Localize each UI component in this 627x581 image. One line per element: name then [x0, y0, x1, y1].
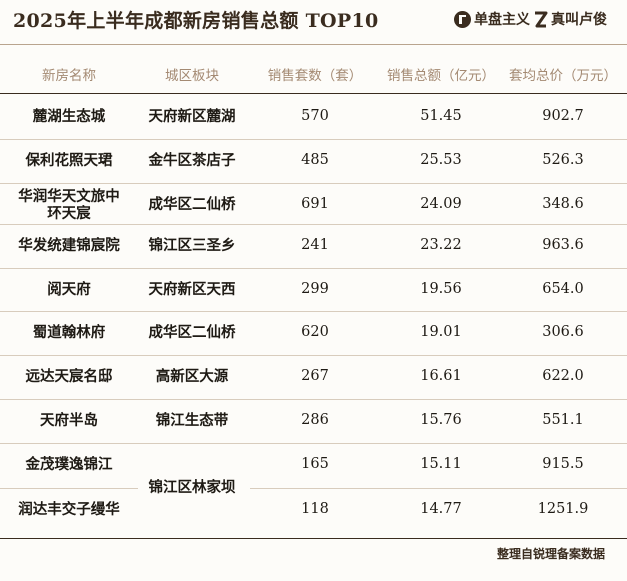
brand-name: 单盘主义 [474, 12, 530, 28]
units-sold: 485 [301, 152, 329, 169]
total-sales: 51.45 [420, 108, 462, 125]
column-header-avg-price: 套均总价（万元） [509, 68, 617, 84]
units-sold: 241 [301, 237, 329, 254]
district: 高新区大源 [155, 368, 229, 386]
brand-zhenjiao: 真叫卢俊 [533, 9, 607, 29]
divider [0, 355, 627, 356]
district: 天府新区天西 [148, 281, 236, 299]
avg-price: 915.5 [542, 456, 584, 473]
divider [0, 224, 627, 225]
column-header-units: 销售套数（套） [267, 68, 363, 84]
divider [0, 399, 627, 400]
units-sold: 570 [301, 108, 329, 125]
divider [0, 443, 627, 444]
units-sold: 165 [301, 456, 329, 473]
divider [0, 44, 627, 45]
table-row: 润达丰交子缦华 118 14.77 1251.9 [0, 488, 627, 532]
total-sales: 23.22 [420, 237, 462, 254]
avg-price: 902.7 [542, 108, 584, 125]
table-row: 阅天府 天府新区天西 299 19.56 654.0 [0, 268, 627, 312]
project-name: 天府半岛 [40, 412, 98, 430]
column-header-area: 城区板块 [165, 68, 219, 84]
avg-price: 526.3 [542, 152, 584, 169]
table-row: 蜀道翰林府 成华区二仙桥 620 19.01 306.6 [0, 311, 627, 355]
avg-price: 348.6 [542, 196, 584, 213]
source-note: 整理自锐理备案数据 [496, 547, 605, 561]
district: 成华区二仙桥 [148, 324, 236, 342]
project-name: 金茂璞逸锦江 [25, 456, 113, 474]
avg-price: 963.6 [542, 237, 584, 254]
avg-price: 654.0 [542, 281, 584, 298]
divider [0, 538, 627, 539]
divider [250, 488, 627, 489]
avg-price: 1251.9 [537, 501, 589, 518]
district: 成华区二仙桥 [148, 196, 236, 214]
avg-price: 622.0 [542, 368, 584, 385]
total-sales: 15.11 [420, 456, 462, 473]
district: 锦江区林家坝 [148, 479, 236, 497]
total-sales: 19.56 [420, 281, 462, 298]
units-sold: 691 [301, 196, 329, 213]
divider [0, 139, 627, 140]
divider [0, 93, 627, 94]
total-sales: 24.09 [420, 196, 462, 213]
project-name: 麓湖生态城 [32, 108, 106, 126]
column-header-sales: 销售总额（亿元） [387, 68, 495, 84]
district: 锦江生态带 [155, 412, 229, 430]
z-logo-icon [535, 11, 548, 27]
total-sales: 14.77 [420, 501, 462, 518]
table-row: 华发统建锦宸院 锦江区三圣乡 241 23.22 963.6 [0, 224, 627, 268]
table-row: 华润华天文旅中环天宸 成华区二仙桥 691 24.09 348.6 [0, 183, 627, 227]
units-sold: 286 [301, 412, 329, 429]
project-name: 保利花照天珺 [25, 152, 113, 170]
header: 2025年上半年成都新房销售总额 TOP10 单盘主义 真叫卢俊 [0, 0, 627, 44]
total-sales: 25.53 [420, 152, 462, 169]
table-row: 天府半岛 锦江生态带 286 15.76 551.1 [0, 399, 627, 443]
circle-one-logo-icon [454, 10, 471, 28]
table-row: 麓湖生态城 天府新区麓湖 570 51.45 902.7 [0, 95, 627, 139]
units-sold: 118 [301, 501, 329, 518]
district: 金牛区茶店子 [148, 152, 236, 170]
total-sales: 16.61 [420, 368, 462, 385]
units-sold: 299 [301, 281, 329, 298]
table-header: 新房名称 城区板块 销售套数（套） 销售总额（亿元） 套均总价（万元） [0, 55, 627, 91]
project-name: 润达丰交子缦华 [18, 501, 120, 519]
table-row: 远达天宸名邸 高新区大源 267 16.61 622.0 [0, 355, 627, 399]
project-name: 远达天宸名邸 [25, 368, 113, 386]
project-name: 阅天府 [47, 281, 91, 299]
avg-price: 551.1 [542, 412, 584, 429]
avg-price: 306.6 [542, 324, 584, 341]
project-name: 华润华天文旅中环天宸 [18, 187, 120, 222]
units-sold: 267 [301, 368, 329, 385]
divider [0, 488, 138, 489]
total-sales: 15.76 [420, 412, 462, 429]
table-row: 保利花照天珺 金牛区茶店子 485 25.53 526.3 [0, 139, 627, 183]
project-name: 华发统建锦宸院 [18, 237, 120, 255]
district: 天府新区麓湖 [148, 108, 236, 126]
total-sales: 19.01 [420, 324, 462, 341]
page-title: 2025年上半年成都新房销售总额 TOP10 [13, 10, 379, 32]
units-sold: 620 [301, 324, 329, 341]
brand-name: 真叫卢俊 [551, 12, 607, 28]
divider [0, 268, 627, 269]
project-name: 蜀道翰林府 [32, 324, 106, 342]
brand-danpan: 单盘主义 [454, 9, 530, 29]
district: 锦江区三圣乡 [148, 237, 236, 255]
table-row: 金茂璞逸锦江 165 15.11 915.5 [0, 443, 627, 487]
divider [0, 311, 627, 312]
column-header-name: 新房名称 [42, 68, 96, 84]
divider [0, 183, 627, 184]
